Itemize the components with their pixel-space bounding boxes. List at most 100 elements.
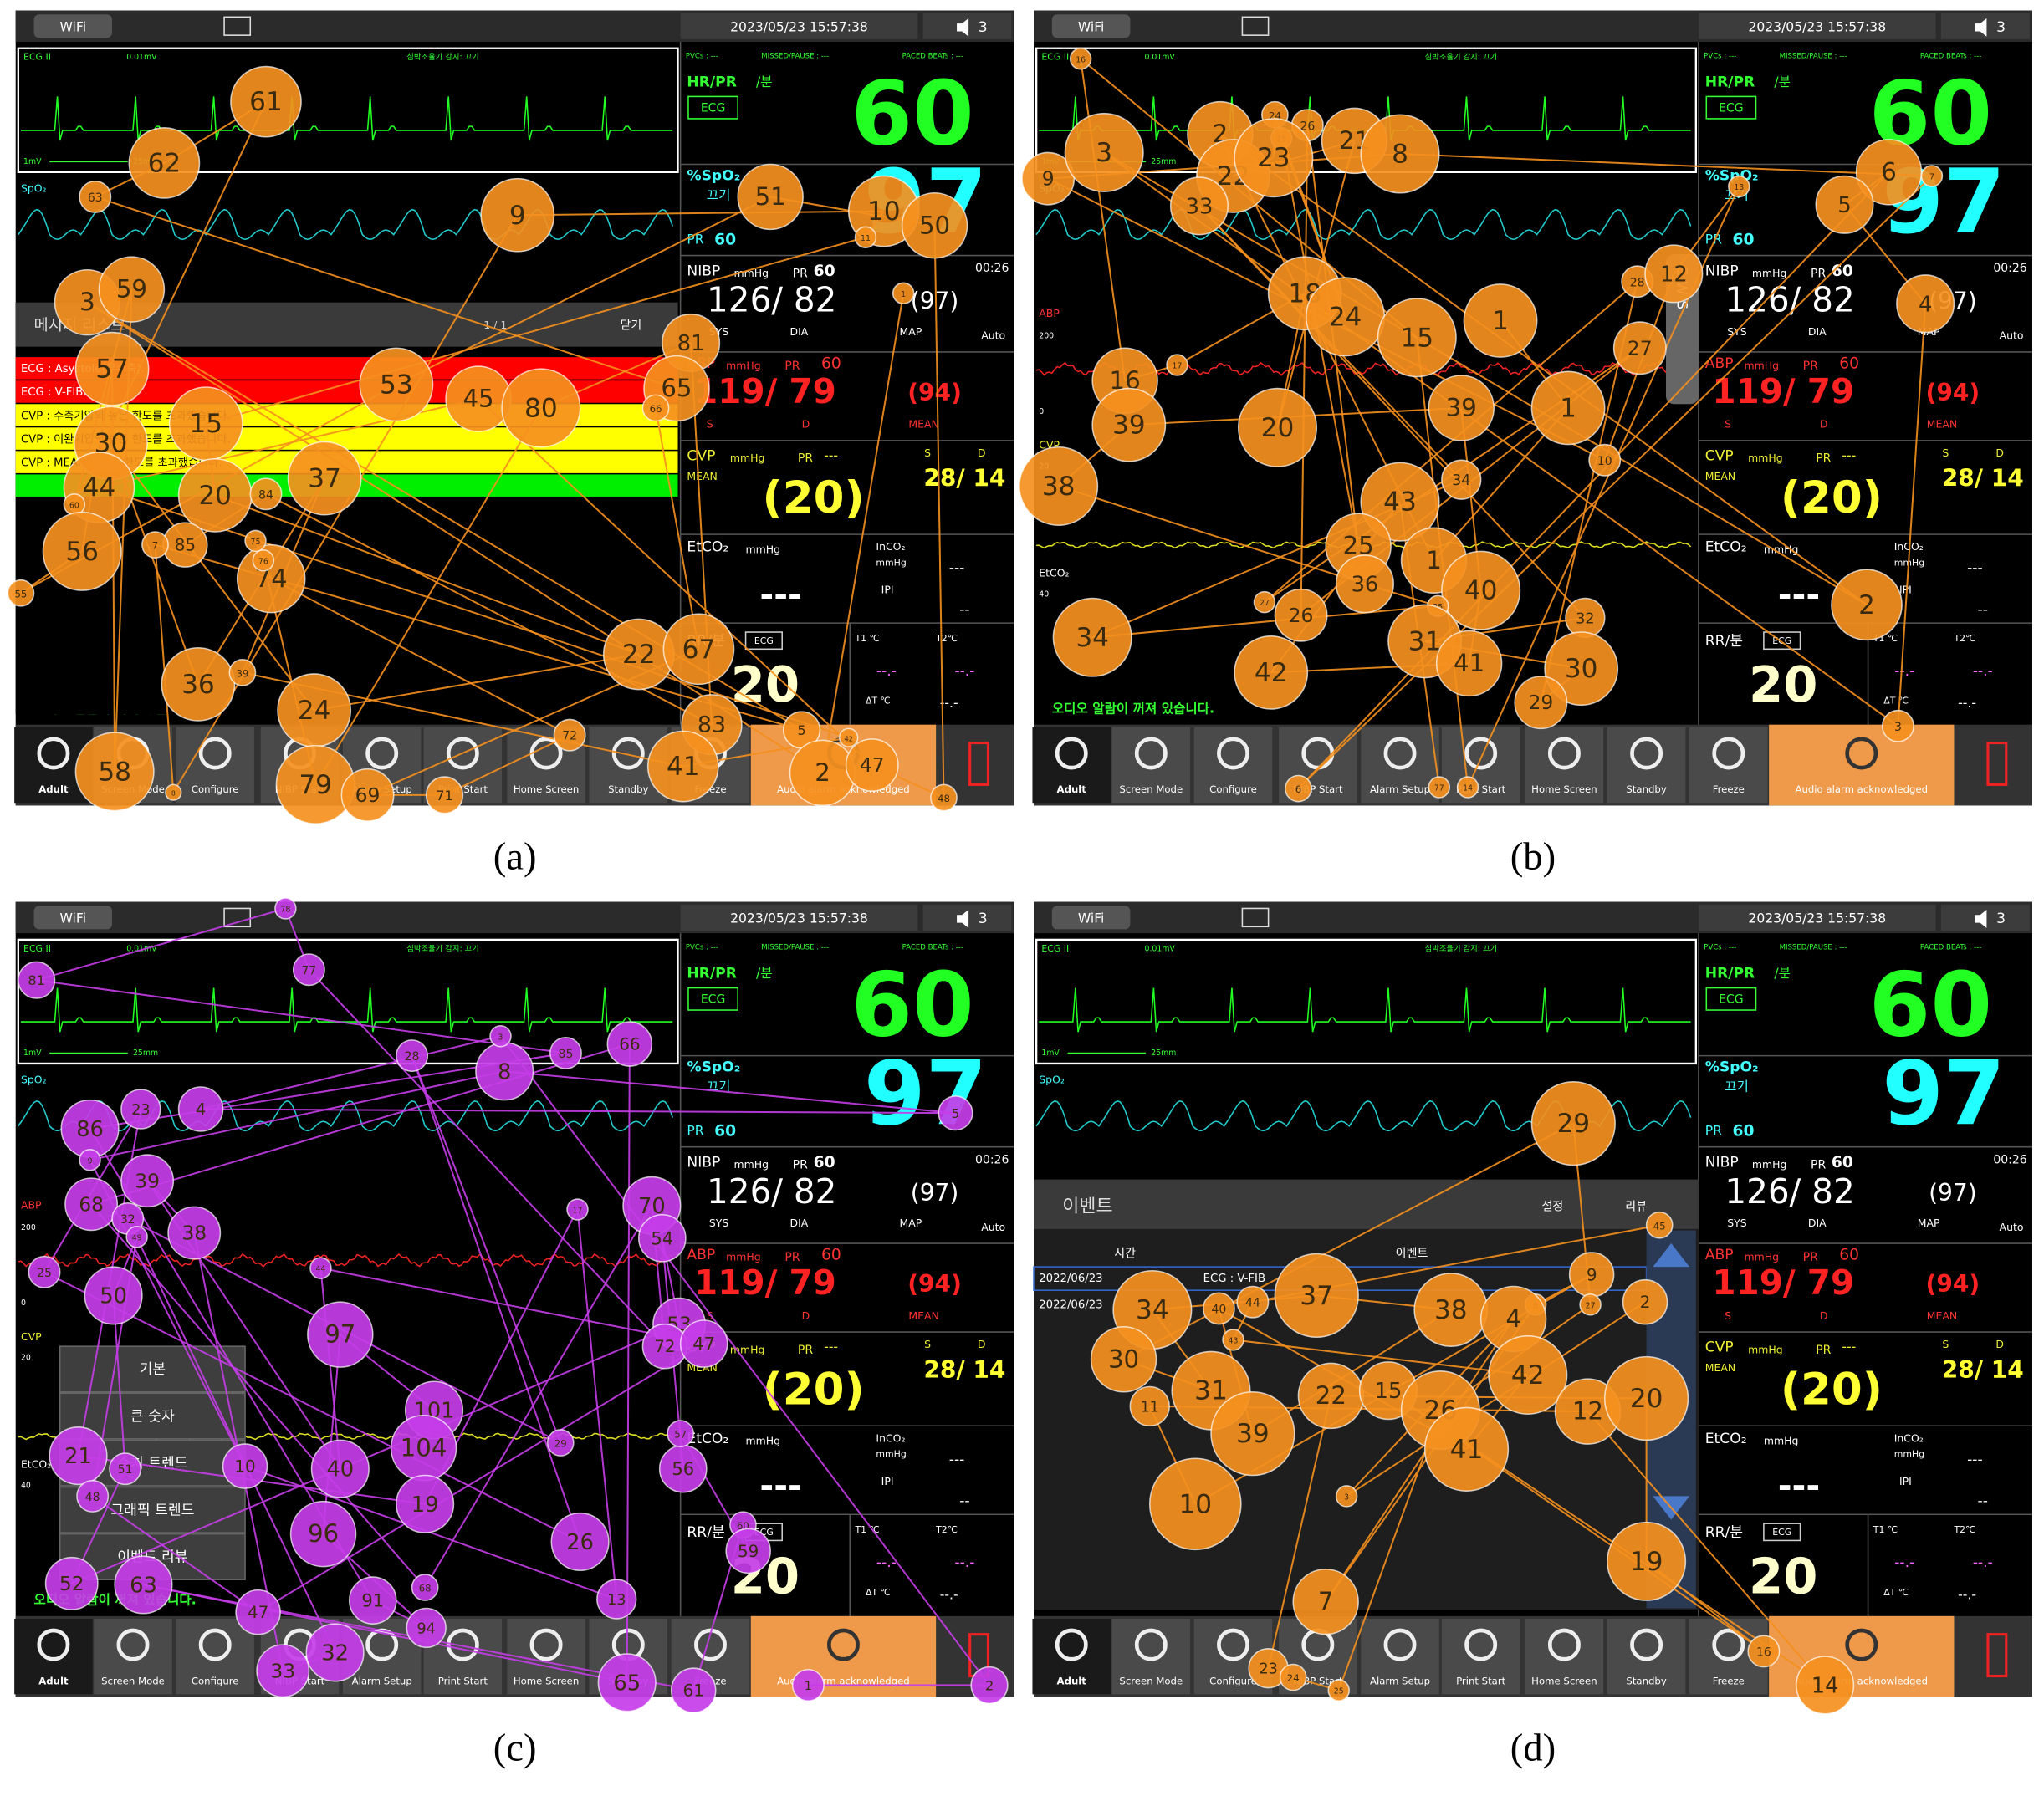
button-icon	[826, 1628, 860, 1661]
saccade	[314, 407, 542, 785]
button-icon	[1134, 1628, 1168, 1661]
hr-value: 60	[851, 62, 973, 165]
saccade	[1058, 485, 1366, 585]
datetime: 2023/05/23 15:57:38	[730, 19, 868, 34]
abp-mean-value: (94)	[1926, 379, 1980, 406]
fixation	[566, 1198, 589, 1221]
pr-label: PR	[793, 1159, 808, 1172]
fixation	[256, 1644, 310, 1698]
button-label: Home Screen	[514, 1675, 579, 1686]
etco2-scale: 40	[21, 1481, 31, 1490]
fixation-number: 39	[1112, 411, 1146, 441]
button-label: Alarm Setup	[1370, 783, 1430, 795]
fixation-number: 20	[1630, 1384, 1663, 1414]
fixation-number: 63	[130, 1573, 157, 1598]
waveform	[18, 1253, 673, 1268]
pr-value: 60	[1732, 1123, 1754, 1140]
fixation	[289, 1500, 357, 1568]
fixation-number: 69	[355, 783, 381, 807]
saccade	[205, 236, 866, 425]
fixation	[1530, 370, 1606, 446]
dt-value: --.-	[1958, 1587, 1976, 1602]
fixation	[1202, 1292, 1235, 1325]
fixation-number: 94	[417, 1620, 436, 1637]
fixation-number: 36	[1352, 572, 1379, 597]
fixation-number: 38	[1042, 472, 1076, 502]
fixation	[1796, 1656, 1855, 1715]
saccade	[200, 1035, 501, 1110]
pr-value: 60	[714, 231, 736, 248]
fixation-number: 79	[299, 770, 332, 800]
inco2-value: ---	[1967, 560, 1983, 577]
fixation-number: 41	[1454, 649, 1484, 677]
saccade	[411, 1055, 562, 1443]
fixation-number: 4	[1919, 292, 1932, 317]
fixation	[177, 1086, 224, 1132]
spo2-wave-label: SpO₂	[21, 182, 47, 195]
saccade	[1219, 133, 1868, 606]
fixation-number: 33	[270, 1659, 295, 1682]
fixation-number: 57	[95, 355, 129, 385]
fixation-number: 9	[1587, 1266, 1597, 1285]
abp-value: 119/ 79	[1712, 1263, 1854, 1303]
spo2-off: 끄기	[707, 187, 731, 202]
saccade	[1103, 151, 1868, 606]
fixation	[1728, 175, 1750, 198]
unit: mmHg	[1894, 1449, 1924, 1460]
button-icon	[1464, 737, 1498, 770]
fixation-number: 77	[1434, 784, 1444, 793]
fixation	[1285, 774, 1312, 803]
saccade	[821, 293, 905, 773]
fixation-number: 28	[1630, 276, 1645, 289]
fixation-number: 44	[1245, 1297, 1260, 1310]
d: D	[1995, 446, 2004, 459]
fixation-number: 47	[692, 1334, 715, 1355]
fixation-number: 9	[1042, 167, 1055, 191]
fixation	[252, 549, 275, 572]
saccade	[1587, 1411, 1826, 1686]
waveform	[1039, 987, 1691, 1033]
fixation-number: 72	[654, 1337, 675, 1356]
event-cell: ECG : V-FIB	[1203, 1273, 1265, 1285]
etco2-label: EtCO₂	[687, 1431, 728, 1447]
fixation-number: 6	[1881, 157, 1897, 186]
d: D	[1820, 1309, 1828, 1322]
pr-value: 60	[814, 263, 835, 280]
saccade	[1399, 152, 1932, 177]
fixation-number: 29	[554, 1438, 567, 1450]
alarm-page: 1 / 1	[483, 319, 507, 331]
fixation-number: 7	[1318, 1587, 1334, 1615]
button-label: Home Screen	[1531, 783, 1597, 795]
t2-value: --.-	[1973, 663, 1993, 680]
fixation	[244, 529, 267, 553]
fixation	[667, 1420, 694, 1447]
fixation	[1335, 554, 1395, 614]
cvp-mean-value: (20)	[763, 1364, 865, 1415]
button-label: Home Screen	[1531, 1675, 1597, 1686]
fixation-number: 26	[1300, 120, 1315, 133]
source-box	[687, 987, 738, 1011]
fixation-number: 2	[1640, 1293, 1651, 1312]
fixation-number: 51	[755, 182, 786, 211]
alarm-close: 닫기	[620, 319, 641, 333]
fixation-number: 77	[301, 964, 316, 977]
fixation-number: 3	[79, 288, 95, 316]
fixation	[1622, 1278, 1668, 1325]
hr-label: HR/PR	[687, 965, 737, 982]
missed: MISSED/PAUSE : ---	[761, 53, 829, 61]
volume-level: 3	[1996, 911, 2006, 927]
nibp-timer: 00:26	[975, 262, 1009, 275]
unit: mmHg	[876, 1449, 906, 1460]
fixation-number: 104	[401, 1433, 447, 1462]
fixation-number: 17	[573, 1207, 583, 1216]
fixation-number: 3	[498, 1033, 503, 1042]
event-header	[1034, 1179, 1699, 1229]
fixation	[1530, 1080, 1616, 1166]
saccade	[1103, 151, 1899, 727]
fixation-number: 23	[1257, 143, 1290, 173]
pr-value: 60	[821, 1247, 841, 1264]
fixation-number: 37	[1300, 1281, 1333, 1311]
cvp-mean-value: (20)	[1781, 1364, 1883, 1415]
panel-label: (c)	[493, 1727, 537, 1770]
etco2-value: ---	[759, 1466, 801, 1506]
